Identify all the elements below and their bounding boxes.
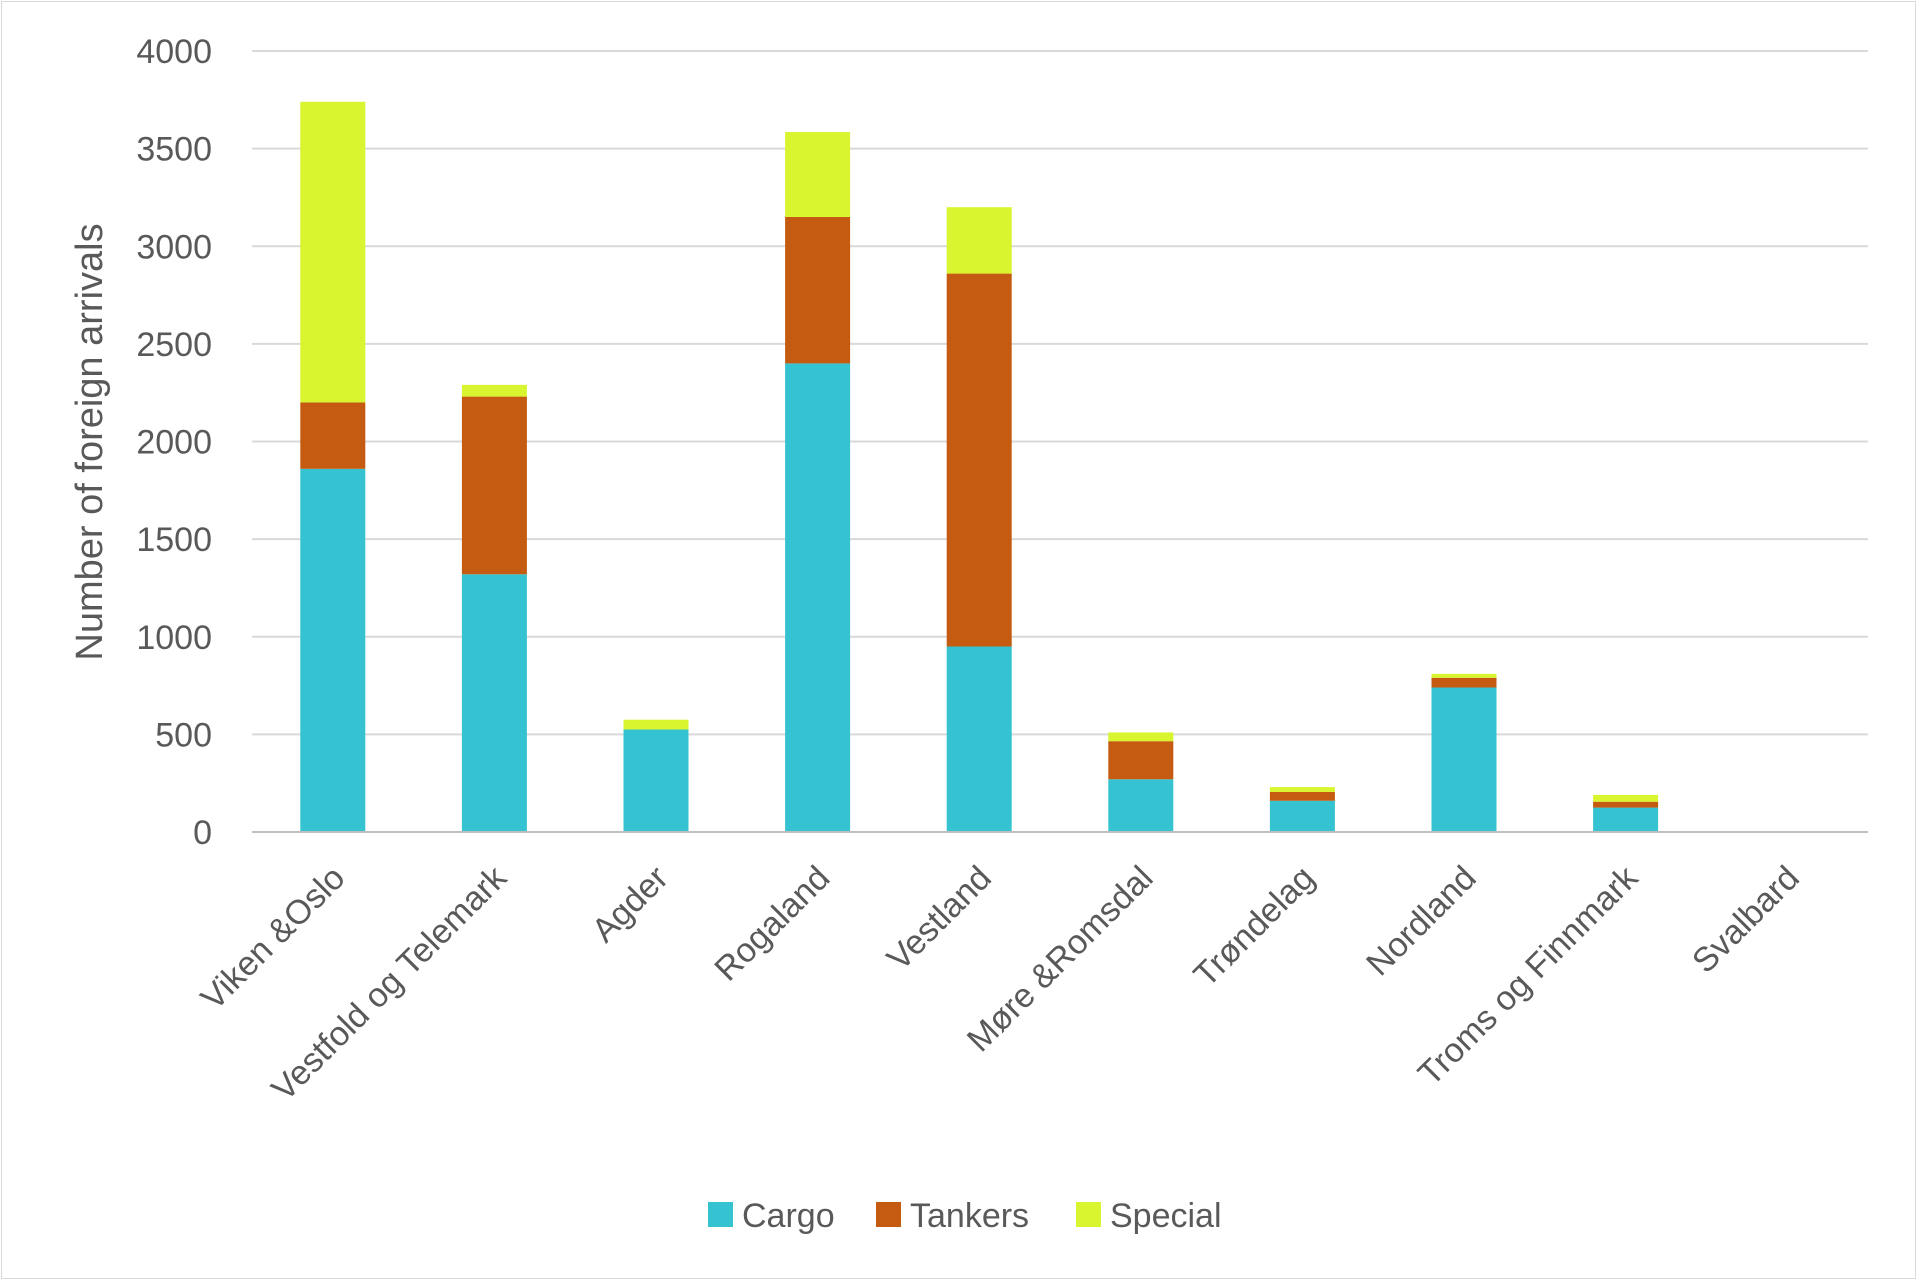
legend-label-special: Special [1110, 1197, 1222, 1235]
x-tick-label: Svalbard [1685, 859, 1807, 981]
y-tick-label: 500 [155, 716, 212, 754]
bar-segment-special [946, 207, 1012, 274]
bar-segment-special [461, 384, 527, 397]
bar-segment-cargo [1108, 779, 1174, 832]
bar-segment-tankers [1431, 677, 1497, 688]
bar-segment-cargo [785, 363, 851, 832]
y-tick-label: 1500 [136, 521, 212, 559]
bar-segment-cargo [946, 646, 1012, 832]
bar-segment-cargo [1431, 687, 1497, 832]
bar-segment-special [1108, 732, 1174, 742]
bar-segment-special [300, 101, 366, 403]
bar-segment-special [623, 719, 689, 730]
y-tick-label: 3000 [136, 228, 212, 266]
legend-swatch-tankers [876, 1202, 901, 1227]
legend-swatch-cargo [708, 1202, 733, 1227]
x-tick-label: Trøndelag [1187, 859, 1323, 995]
y-tick-label: 0 [193, 814, 212, 852]
bar-segment-special [1431, 673, 1497, 678]
bar-segment-tankers [1269, 791, 1335, 801]
bar-segment-cargo [1269, 800, 1335, 832]
bar-segment-cargo [300, 468, 366, 832]
y-tick-label: 1000 [136, 619, 212, 657]
y-axis-title: Number of foreign arrivals [69, 223, 111, 660]
x-tick-label: Rogaland [707, 859, 837, 989]
bar-segment-tankers [300, 402, 366, 469]
x-tick-label: Vestland [880, 859, 999, 978]
bar-segment-special [1269, 787, 1335, 792]
y-tick-label: 2500 [136, 326, 212, 364]
legend: Cargo Tankers Special [708, 1197, 1222, 1235]
bar-segment-special [785, 132, 851, 217]
legend-swatch-special [1076, 1202, 1101, 1227]
bar-segment-tankers [461, 396, 527, 575]
bar-segment-special [1593, 794, 1659, 802]
bar-segment-tankers [785, 216, 851, 364]
x-tick-label: Nordland [1359, 859, 1483, 983]
bar-segment-cargo [623, 729, 689, 832]
x-tick-label: Agder [585, 859, 676, 950]
y-tick-label: 4000 [136, 33, 212, 71]
bar-segment-cargo [461, 574, 527, 832]
legend-label-cargo: Cargo [742, 1197, 835, 1235]
bars [300, 101, 1659, 832]
y-axis-ticks: 0 500 1000 1500 2000 2500 3000 3500 4000 [136, 33, 212, 852]
bar-segment-cargo [1593, 807, 1659, 832]
legend-label-tankers: Tankers [910, 1197, 1029, 1235]
bar-segment-tankers [946, 273, 1012, 647]
y-tick-label: 2000 [136, 424, 212, 462]
bar-segment-tankers [1108, 741, 1174, 780]
y-tick-label: 3500 [136, 131, 212, 169]
bar-segment-tankers [1593, 801, 1659, 808]
x-tick-label: Viken &Oslo [194, 859, 353, 1018]
